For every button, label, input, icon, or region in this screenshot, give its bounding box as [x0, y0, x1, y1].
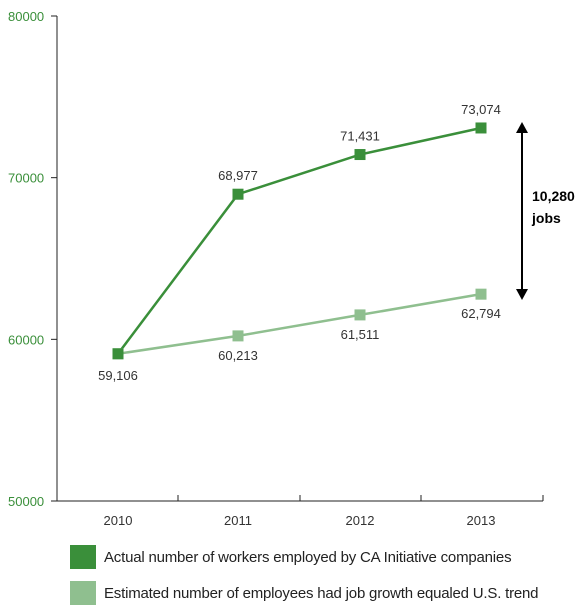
data-point-1-2	[354, 309, 366, 321]
legend-label-actual: Actual number of workers employed by CA …	[104, 548, 512, 566]
x-tick-label: 2013	[467, 513, 496, 528]
legend-label-estimated: Estimated number of employees had job gr…	[104, 584, 539, 602]
data-point-1-1	[232, 330, 244, 342]
data-point-0-1	[232, 188, 244, 200]
series-lines	[117, 126, 482, 356]
x-tick-label: 2010	[104, 513, 133, 528]
legend-item-estimated: Estimated number of employees had job gr…	[70, 579, 539, 607]
data-label-actual: 73,074	[461, 102, 501, 117]
y-tick-label: 80000	[8, 9, 44, 24]
y-tick-label: 50000	[8, 494, 44, 509]
data-point-1-3	[475, 288, 487, 300]
x-tick-label: 2012	[346, 513, 375, 528]
data-label-estimated: 60,213	[218, 348, 258, 363]
gap-arrow-head-up	[516, 122, 528, 133]
chart-legend: Actual number of workers employed by CA …	[70, 543, 539, 607]
data-point-0-2	[354, 149, 366, 161]
data-label-actual: 68,977	[218, 168, 258, 183]
chart-axes: 50000 60000 70000 80000 2010 2011 2012 2013	[8, 9, 544, 528]
gap-annotation-value: 10,280	[532, 188, 575, 204]
data-label-estimated: 62,794	[461, 306, 501, 321]
gap-annotation-unit: jobs	[531, 210, 561, 226]
y-tick-label: 60000	[8, 332, 44, 347]
legend-item-actual: Actual number of workers employed by CA …	[70, 543, 538, 571]
data-label-actual: 71,431	[340, 129, 380, 144]
series-line-0	[117, 126, 482, 355]
data-point-0-3	[475, 122, 487, 134]
data-markers	[112, 122, 487, 360]
data-labels: 59,106 68,977 71,431 73,074 60,213 61,511 62,7…	[98, 102, 501, 383]
y-tick-label: 70000	[8, 171, 44, 186]
legend-swatch-actual	[70, 545, 96, 569]
line-chart: 50000 60000 70000 80000 2010 2011 2012 2013 59,…	[8, 9, 575, 528]
x-tick-label: 2011	[224, 513, 252, 528]
data-label-actual: 59,106	[98, 368, 138, 383]
gap-arrow-head-down	[516, 289, 528, 300]
gap-annotation: 10,280 jobs	[516, 122, 575, 300]
series-line-1	[117, 292, 482, 356]
data-label-estimated: 61,511	[341, 327, 380, 342]
data-point-0-0	[112, 348, 124, 360]
legend-swatch-estimated	[70, 581, 96, 605]
